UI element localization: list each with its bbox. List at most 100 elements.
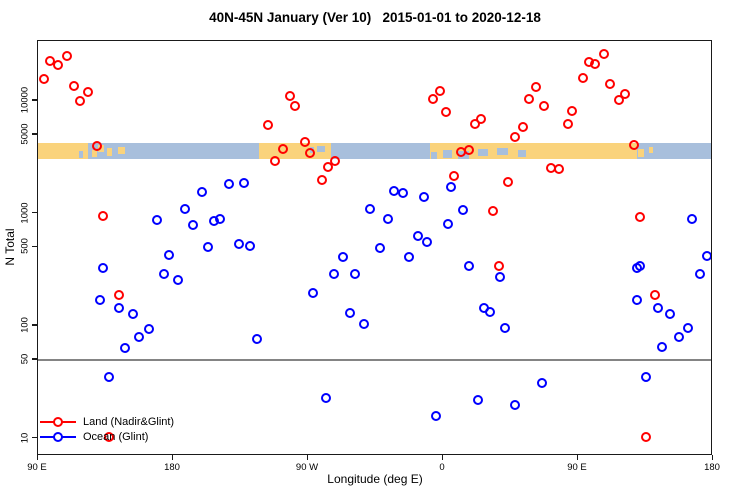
land-data-point xyxy=(517,121,528,132)
ocean-data-point xyxy=(349,268,360,279)
ocean-data-point xyxy=(652,302,663,313)
land-data-point xyxy=(469,119,480,130)
land-data-point xyxy=(262,120,273,131)
land-data-point xyxy=(598,48,609,59)
y-tick-label: 1000 xyxy=(19,201,31,224)
chart-title: 40N-45N January (Ver 10) 2015-01-01 to 2… xyxy=(209,10,541,25)
ocean-data-point xyxy=(412,230,423,241)
ocean-data-point xyxy=(382,214,393,225)
strip-patch-ocean xyxy=(431,151,437,159)
land-data-point xyxy=(289,101,300,112)
strip-patch-ocean xyxy=(497,148,508,156)
x-tick-label: 90 E xyxy=(567,462,587,473)
land-data-point xyxy=(487,206,498,217)
land-data-point xyxy=(103,432,114,443)
legend-circle-icon xyxy=(53,431,63,442)
land-data-point xyxy=(114,289,124,300)
reference-line-50 xyxy=(38,358,711,361)
ocean-data-point xyxy=(358,319,369,330)
ocean-data-point xyxy=(328,268,339,279)
ocean-data-point xyxy=(133,331,144,342)
y-tick xyxy=(32,211,37,214)
land-data-point xyxy=(322,161,333,172)
ocean-data-point xyxy=(403,251,414,262)
ocean-data-point xyxy=(196,187,207,198)
strip-land-segment xyxy=(38,143,88,159)
land-data-point xyxy=(427,94,438,105)
land-data-point xyxy=(553,164,564,175)
land-data-point xyxy=(39,73,49,84)
y-tick xyxy=(32,245,37,248)
ocean-data-point xyxy=(640,372,651,383)
land-data-point xyxy=(475,114,486,125)
land-data-point xyxy=(538,101,549,112)
ocean-data-point xyxy=(687,214,697,225)
ocean-data-point xyxy=(180,203,190,214)
ocean-data-point xyxy=(673,331,684,342)
land-data-point xyxy=(493,261,504,272)
x-tick-label: 180 xyxy=(704,462,720,473)
land-data-point xyxy=(69,80,79,91)
x-tick-label: 90 E xyxy=(27,462,47,473)
legend-symbol-icon xyxy=(40,416,76,427)
x-tick xyxy=(441,455,443,460)
ocean-data-point xyxy=(510,399,520,410)
ocean-data-point xyxy=(127,308,138,319)
land-data-point xyxy=(589,59,600,70)
ocean-data-point xyxy=(120,342,130,353)
land-data-point xyxy=(91,140,102,151)
ocean-data-point xyxy=(397,188,408,199)
x-tick xyxy=(306,455,308,460)
land-data-point xyxy=(82,87,93,98)
ocean-data-point xyxy=(495,271,505,282)
x-axis-title: Longitude (deg E) xyxy=(327,472,423,486)
land-data-point xyxy=(567,106,577,117)
ocean-data-point xyxy=(163,249,174,260)
ocean-data-point xyxy=(499,322,510,333)
land-data-point xyxy=(604,78,615,89)
ocean-data-point xyxy=(418,192,429,203)
land-data-point xyxy=(502,177,513,188)
y-tick xyxy=(32,133,37,135)
land-data-point xyxy=(628,139,639,150)
y-tick xyxy=(32,436,37,439)
ocean-data-point xyxy=(375,243,385,254)
strip-patch-land xyxy=(92,150,97,158)
ocean-data-point xyxy=(234,238,244,249)
land-data-point xyxy=(270,155,280,166)
ocean-data-point xyxy=(345,307,355,318)
ocean-data-point xyxy=(159,268,169,279)
x-tick xyxy=(171,455,173,460)
ocean-data-point xyxy=(252,333,262,344)
land-data-point xyxy=(577,73,588,84)
ocean-data-point xyxy=(151,215,162,226)
strip-patch-ocean xyxy=(78,151,83,159)
strip-patch-ocean xyxy=(477,148,488,156)
land-data-point xyxy=(330,155,340,166)
strip-ocean-segment xyxy=(87,143,259,159)
ocean-data-point xyxy=(421,237,432,247)
ocean-data-point xyxy=(457,205,468,215)
y-tick-label: 50 xyxy=(19,353,31,365)
land-data-point xyxy=(277,144,288,155)
ocean-data-point xyxy=(244,241,255,252)
land-data-point xyxy=(562,119,573,130)
x-tick xyxy=(711,455,713,460)
legend-label: Ocean (Glint) xyxy=(83,430,149,443)
ocean-data-point xyxy=(307,288,318,299)
ocean-data-point xyxy=(97,262,108,273)
ocean-data-point xyxy=(682,322,693,333)
x-tick xyxy=(576,455,578,460)
land-data-point xyxy=(619,89,630,100)
y-tick xyxy=(32,99,37,101)
strip-ocean-segment xyxy=(330,143,430,159)
ocean-data-point xyxy=(631,295,642,306)
ocean-data-point xyxy=(472,394,483,405)
land-data-point xyxy=(285,91,295,102)
ocean-data-point xyxy=(442,218,453,229)
land-data-point xyxy=(613,95,624,106)
land-data-point xyxy=(634,212,645,223)
ocean-data-point xyxy=(694,268,705,279)
strip-ocean-segment xyxy=(636,143,711,159)
